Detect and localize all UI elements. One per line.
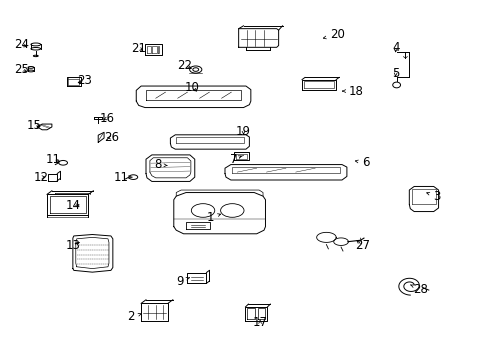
Text: 22: 22 xyxy=(177,59,192,72)
Text: 1: 1 xyxy=(206,211,220,224)
Text: 23: 23 xyxy=(77,74,92,87)
Text: 28: 28 xyxy=(410,283,427,296)
Text: 8: 8 xyxy=(154,158,167,171)
Text: 15: 15 xyxy=(26,119,41,132)
Text: 11: 11 xyxy=(114,171,132,184)
Text: 27: 27 xyxy=(354,239,369,252)
Text: 10: 10 xyxy=(184,81,199,94)
Text: 17: 17 xyxy=(252,316,267,329)
Text: 11: 11 xyxy=(46,153,61,166)
Text: 26: 26 xyxy=(104,131,119,144)
Text: 14: 14 xyxy=(65,199,80,212)
Text: 2: 2 xyxy=(127,310,141,324)
Text: 24: 24 xyxy=(14,38,29,51)
Text: 12: 12 xyxy=(33,171,48,184)
Text: 25: 25 xyxy=(14,63,29,76)
Text: 16: 16 xyxy=(99,112,114,125)
Text: 18: 18 xyxy=(342,85,363,98)
Text: 21: 21 xyxy=(130,41,145,54)
Text: 13: 13 xyxy=(65,239,80,252)
Text: 7: 7 xyxy=(229,153,241,166)
Text: 9: 9 xyxy=(176,275,189,288)
Text: 20: 20 xyxy=(323,28,344,41)
Text: 5: 5 xyxy=(391,67,399,80)
Text: 4: 4 xyxy=(391,41,399,54)
Text: 6: 6 xyxy=(355,156,368,169)
Text: 3: 3 xyxy=(426,190,440,203)
Text: 19: 19 xyxy=(236,125,250,138)
